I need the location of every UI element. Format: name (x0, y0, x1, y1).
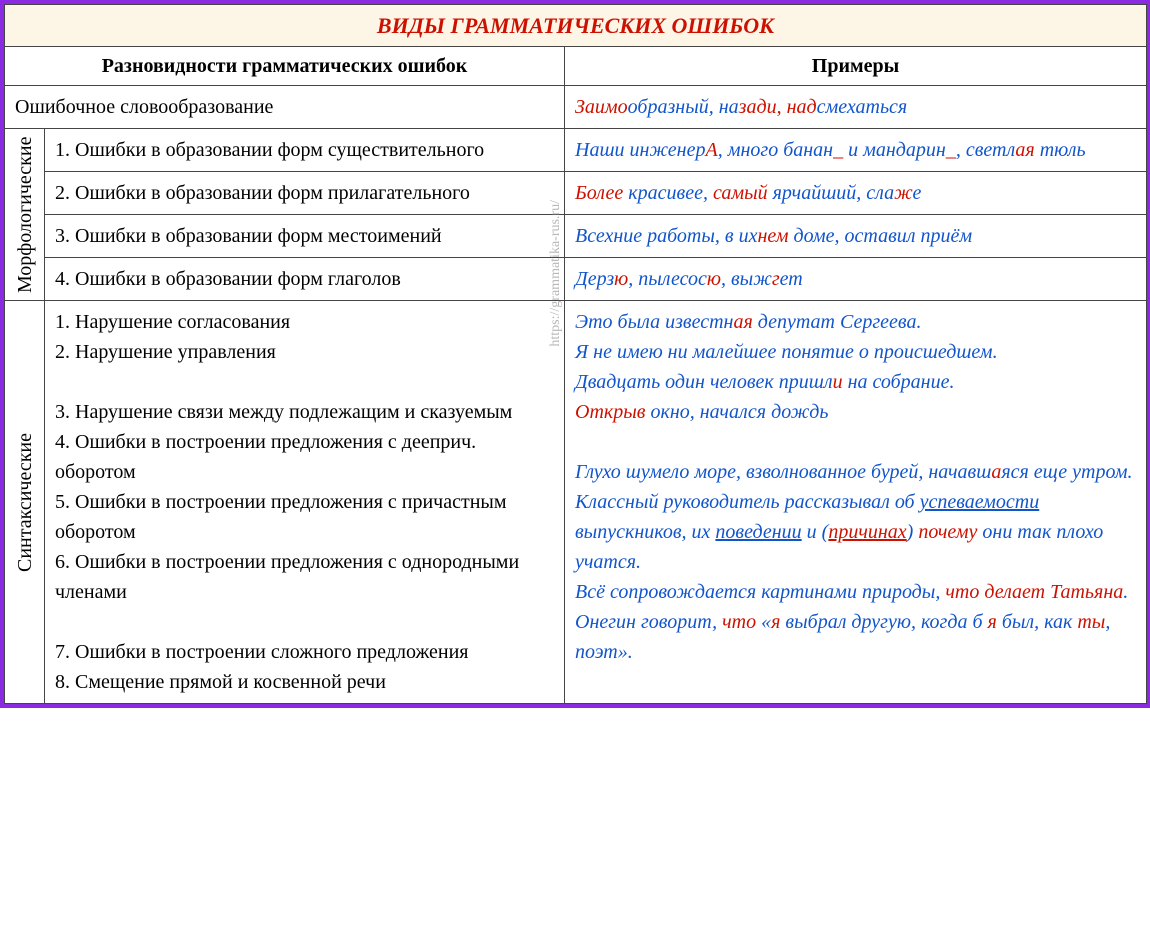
column-header-examples: Примеры (565, 47, 1147, 86)
group-label-synt: Синтаксические (5, 301, 45, 704)
grammar-errors-table: ВИДЫ ГРАММАТИЧЕСКИХ ОШИБОК Разновидности… (4, 4, 1147, 704)
row-label-slovoobr: Ошибочное словообразование (5, 86, 565, 129)
morf-label-1: 1. Ошибки в образовании форм существител… (45, 129, 565, 172)
morf-label-4: 4. Ошибки в образовании форм глаголов (45, 258, 565, 301)
morf-example-3: Всехние работы, в ихнем доме, оставил пр… (565, 215, 1147, 258)
morf-label-3: 3. Ошибки в образовании форм местоимений (45, 215, 565, 258)
column-header-kinds: Разновидности грамматических ошибок (5, 47, 565, 86)
watermark-text: https://grammatika-rus.ru/ (548, 200, 564, 347)
synt-examples: Это была известная депутат Сергеева.Я не… (565, 301, 1147, 704)
table-title: ВИДЫ ГРАММАТИЧЕСКИХ ОШИБОК (5, 5, 1147, 47)
group-label-morf: Морфологические (5, 129, 45, 301)
morf-example-4: Дерзю, пылесосю, выжгет (565, 258, 1147, 301)
row-example-slovoobr: Заимообразный, назади, надсмехаться (565, 86, 1147, 129)
table-container: ВИДЫ ГРАММАТИЧЕСКИХ ОШИБОК Разновидности… (0, 0, 1150, 708)
morf-example-2: Более красивее, самый ярчайший, слаже (565, 172, 1147, 215)
morf-label-2: 2. Ошибки в образовании форм прилагатель… (45, 172, 565, 215)
morf-example-1: Наши инженерА, много банан_ и мандарин_,… (565, 129, 1147, 172)
synt-labels: 1. Нарушение согласования2. Нарушение уп… (45, 301, 565, 704)
